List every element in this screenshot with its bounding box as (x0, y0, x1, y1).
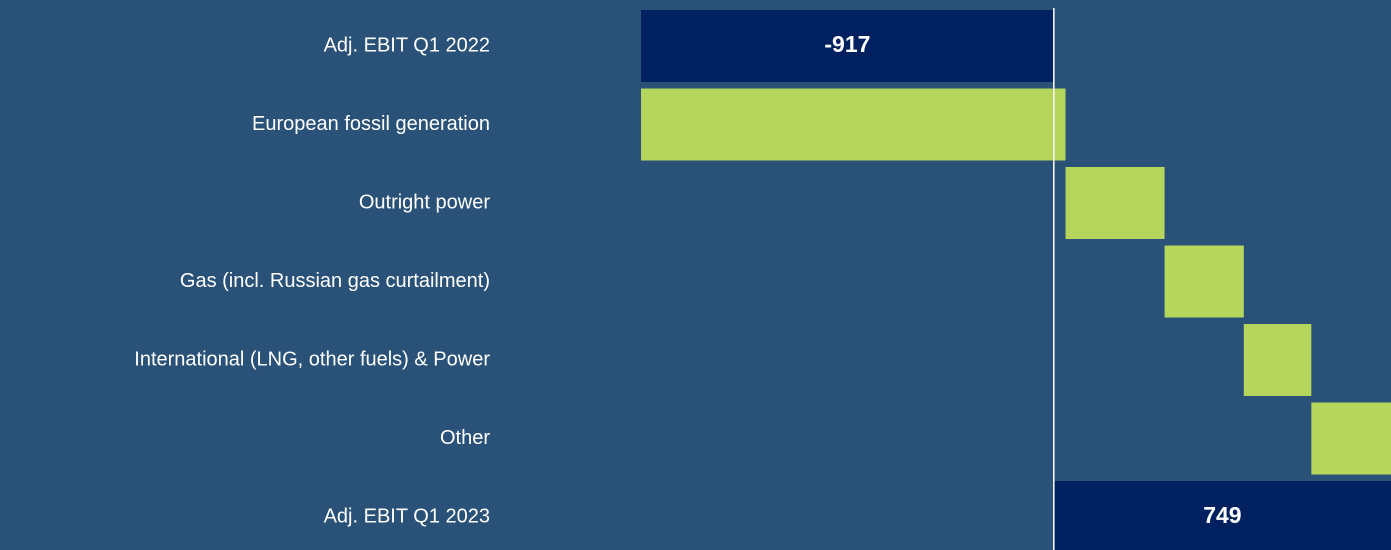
category-label: Adj. EBIT Q1 2022 (324, 34, 490, 56)
bar (1311, 402, 1391, 475)
category-label: Other (440, 427, 490, 449)
bar (1065, 167, 1165, 239)
category-label: European fossil generation (252, 113, 490, 135)
value-label: 749 (1203, 502, 1241, 528)
category-label: International (LNG, other fuels) & Power (134, 348, 490, 370)
category-label: Outright power (359, 191, 491, 213)
category-label: Gas (incl. Russian gas curtailment) (180, 270, 490, 292)
bar (1243, 324, 1312, 396)
value-label: -917 (824, 31, 870, 57)
category-label: Adj. EBIT Q1 2023 (324, 505, 490, 527)
bar (641, 88, 1066, 161)
bar (641, 10, 1054, 82)
bar (1053, 481, 1391, 550)
bar (1164, 245, 1244, 318)
